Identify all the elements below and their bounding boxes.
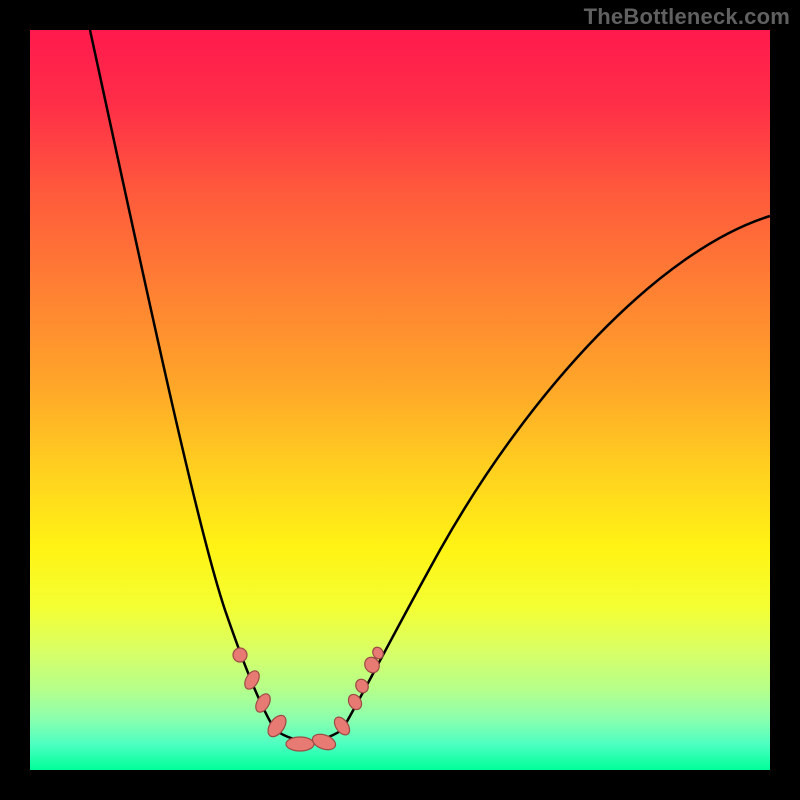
watermark-text: TheBottleneck.com — [584, 4, 790, 30]
marker-point — [286, 737, 314, 751]
gradient-background — [30, 30, 770, 770]
marker-point — [233, 648, 247, 662]
chart-container: TheBottleneck.com — [0, 0, 800, 800]
bottleneck-chart — [0, 0, 800, 800]
